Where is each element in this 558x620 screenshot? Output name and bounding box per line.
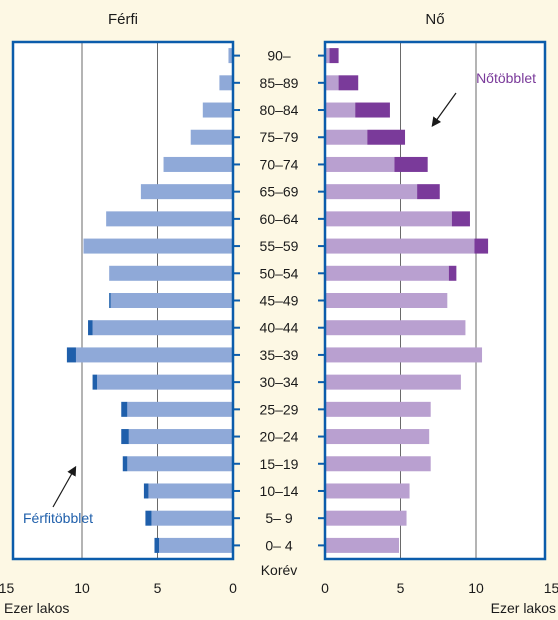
female-bar-11 [325, 347, 483, 363]
male-bar-14 [128, 429, 233, 445]
male-bar-13 [127, 401, 233, 417]
left-title: Férfi [108, 11, 138, 28]
female-bar-4 [325, 156, 395, 172]
age-label-18: 0– 4 [265, 537, 292, 553]
female-excess-bar-5 [417, 184, 440, 200]
x-tick-female-15: 15 [544, 580, 558, 596]
age-label-15: 15–19 [260, 456, 299, 472]
female-bar-7 [325, 238, 475, 254]
male-bar-10 [92, 320, 233, 336]
female-bar-13 [325, 401, 431, 417]
right-unit-label: Ezer lakos [491, 600, 556, 616]
female-bar-16 [325, 483, 410, 499]
male-excess-annotation: Férfitöbblet [23, 510, 93, 526]
age-label-8: 50–54 [260, 265, 299, 281]
male-bar-4 [163, 156, 233, 172]
center-axis-label: Korév [261, 562, 298, 578]
left-unit-label: Ezer lakos [4, 600, 69, 616]
female-bar-1 [325, 75, 339, 91]
age-label-13: 25–29 [260, 401, 299, 417]
x-tick-male-15: 15 [0, 580, 14, 596]
age-label-5: 65–69 [260, 184, 299, 200]
age-label-16: 10–14 [260, 483, 299, 499]
age-label-9: 45–49 [260, 293, 299, 309]
age-group-labels: 90– 85–89 80–84 75–79 70–74 65–69 60–64 55–59 50… [233, 48, 325, 553]
male-excess-bar-10 [88, 320, 93, 336]
female-excess-bar-1 [338, 75, 359, 91]
bars-group [66, 48, 489, 553]
male-bar-16 [148, 483, 233, 499]
female-bar-18 [325, 537, 399, 553]
female-excess-bar-7 [474, 238, 489, 254]
female-bar-3 [325, 129, 368, 145]
male-bar-0 [228, 48, 233, 64]
male-bar-15 [127, 456, 233, 472]
female-bar-17 [325, 510, 407, 526]
male-excess-bar-16 [143, 483, 149, 499]
male-bar-11 [75, 347, 234, 363]
age-label-4: 70–74 [260, 156, 299, 172]
male-excess-bar-18 [154, 537, 160, 553]
right-title: Nő [425, 11, 444, 28]
male-bar-18 [159, 537, 233, 553]
male-bar-1 [219, 75, 233, 91]
grid-lines [81, 42, 477, 559]
male-excess-bar-13 [121, 401, 128, 417]
female-bar-8 [325, 265, 449, 281]
female-excess-bar-4 [394, 156, 428, 172]
male-bar-12 [97, 374, 233, 390]
male-bar-17 [151, 510, 233, 526]
male-bar-7 [83, 238, 233, 254]
x-tick-female-0: 0 [321, 580, 329, 596]
female-bar-12 [325, 374, 461, 390]
female-excess-annotation: Nőtöbblet [476, 70, 536, 86]
male-excess-bar-14 [121, 429, 129, 445]
male-bar-9 [110, 293, 233, 308]
male-bar-3 [190, 129, 233, 145]
x-tick-male-5: 5 [154, 580, 162, 596]
female-excess-bar-2 [355, 102, 390, 118]
female-bar-15 [325, 456, 431, 472]
age-label-3: 75–79 [260, 129, 299, 145]
female-bar-9 [325, 293, 448, 308]
x-tick-labels: 15 15 10 10 5 5 0 0 [0, 580, 558, 596]
female-excess-bar-6 [451, 211, 470, 227]
female-bar-10 [325, 320, 466, 336]
age-label-0: 90– [267, 48, 291, 64]
male-excess-bar-11 [66, 347, 76, 363]
age-label-7: 55–59 [260, 238, 299, 254]
male-bar-8 [109, 265, 233, 281]
age-label-6: 60–64 [260, 211, 299, 227]
male-excess-bar-15 [122, 456, 128, 472]
age-label-14: 20–24 [260, 429, 299, 445]
male-excess-bar-17 [145, 510, 152, 526]
age-label-10: 40–44 [260, 320, 299, 336]
female-bar-6 [325, 211, 452, 227]
age-label-1: 85–89 [260, 75, 299, 91]
x-tick-female-10: 10 [468, 580, 484, 596]
female-excess-bar-8 [448, 265, 457, 281]
female-excess-bar-0 [329, 48, 339, 64]
female-bar-2 [325, 102, 356, 118]
male-bar-5 [140, 184, 233, 200]
age-label-12: 30–34 [260, 374, 299, 390]
male-excess-arrow [52, 465, 77, 508]
female-bar-5 [325, 184, 418, 200]
x-tick-male-0: 0 [229, 580, 237, 596]
male-excess-bar-9 [109, 293, 111, 308]
male-bar-6 [106, 211, 233, 227]
x-tick-male-10: 10 [74, 580, 90, 596]
female-bar-14 [325, 429, 430, 445]
age-label-2: 80–84 [260, 102, 299, 118]
male-bar-2 [202, 102, 233, 118]
age-label-17: 5– 9 [265, 510, 292, 526]
male-excess-bar-12 [92, 374, 98, 390]
female-excess-arrow [431, 92, 457, 127]
x-tick-female-5: 5 [397, 580, 405, 596]
age-label-11: 35–39 [260, 347, 299, 363]
female-bar-0 [325, 48, 330, 64]
female-excess-bar-3 [367, 129, 406, 145]
